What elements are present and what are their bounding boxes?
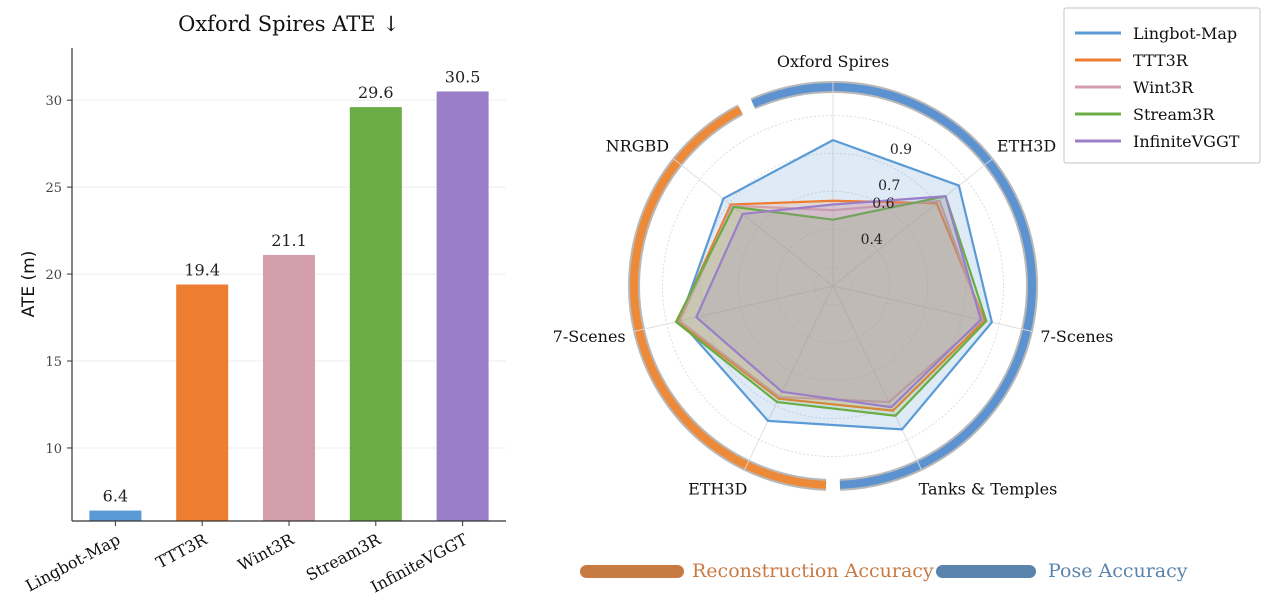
radar-axis-label: NRGBD (606, 137, 669, 156)
bar-y-axis-label: ATE (m) (19, 251, 39, 318)
radar-r-tick-label: 0.9 (890, 142, 912, 158)
radar-r-ticks: 0.4 0.6 0.7 0.9 (861, 142, 913, 248)
bar-stream3r (349, 107, 402, 521)
radar-r-tick-label: 0.4 (861, 232, 883, 248)
radar-spoke (832, 158, 993, 287)
group-legend: Reconstruction Accuracy Pose Accuracy (580, 560, 1188, 582)
bar-ttt3r (176, 284, 229, 521)
radar-chart: 0.4 0.6 0.7 0.9 Oxford Spires ETH3D 7-Scenes T… (553, 52, 1114, 499)
radar-axis-labels: Oxford Spires ETH3D 7-Scenes Tanks & Temple… (553, 52, 1114, 499)
bar-y-ticks: 10 15 20 25 30 (45, 94, 72, 457)
bar-y-tick-label: 20 (45, 268, 62, 283)
bar-value-label: 29.6 (358, 83, 394, 102)
bar-value-label: 19.4 (184, 261, 220, 280)
radar-spoke (832, 285, 922, 470)
bar-y-tick-label: 25 (45, 181, 62, 196)
radar-grid-circle (662, 115, 1004, 457)
radar-axis-label: Tanks & Temples (919, 480, 1058, 499)
series-legend: Lingbot-Map TTT3R Wint3R Stream3R InfiniteVG… (1063, 7, 1261, 164)
radar-axis-label: ETH3D (997, 137, 1056, 156)
bar-x-ticks: Lingbot-Map TTT3R Wint3R Stream3RInfiniteVG… (22, 521, 471, 597)
legend-label-stream3r: Stream3R (1133, 105, 1215, 124)
radar-spoke (744, 285, 834, 470)
radar-grid (634, 82, 1032, 470)
radar-series-ttt3r (676, 199, 986, 412)
legend-label-lingbot-map: Lingbot-Map (1133, 24, 1237, 43)
radar-grid-circle (775, 228, 891, 344)
radar-axis-label: Oxford Spires (777, 52, 889, 71)
bar-x-tick-label: Lingbot-Map (22, 530, 123, 596)
bar-y-tick-label: 30 (45, 94, 62, 109)
legend-label-infinitevggt: InfiniteVGGT (1133, 132, 1240, 151)
radar-series-infinitevggt (695, 195, 982, 409)
bar-x-tick-label: Wint3R (235, 529, 298, 575)
bar-wint3r (263, 254, 315, 521)
bar-x-tick-label: InfiniteVGGT (368, 530, 471, 597)
bar-y-tick-label: 10 (45, 442, 62, 457)
pose-legend-label: Pose Accuracy (1048, 560, 1188, 582)
legend-label-ttt3r: TTT3R (1133, 51, 1189, 70)
reconstruction-legend-swatch (580, 565, 684, 578)
radar-r-tick-label: 0.7 (878, 178, 900, 194)
radar-series (674, 139, 993, 431)
legend-label-wint3r: Wint3R (1133, 78, 1194, 97)
bar-series: 6.4 19.4 21.1 29.6 30.5 (89, 67, 489, 521)
bar-lingbot-map (89, 510, 142, 521)
reconstruction-legend-label: Reconstruction Accuracy (692, 560, 934, 582)
radar-axis-label: ETH3D (688, 480, 747, 499)
pose-ring (751, 83, 1036, 489)
bar-infinitevggt (436, 91, 489, 521)
radar-axis-label: 7-Scenes (1040, 327, 1113, 346)
bar-x-tick-label: TTT3R (153, 529, 211, 572)
radar-spoke (634, 285, 834, 332)
pose-legend-swatch (936, 565, 1036, 578)
bar-value-label: 6.4 (103, 487, 128, 506)
radar-spoke (673, 158, 834, 287)
bar-value-label: 21.1 (271, 231, 307, 250)
bar-y-tick-label: 15 (45, 355, 62, 370)
bar-chart-title: Oxford Spires ATE ↓ (178, 12, 400, 36)
bar-value-label: 30.5 (445, 67, 481, 86)
legend-frame (1063, 7, 1261, 164)
radar-spoke (832, 285, 1032, 332)
radar-r-tick-label: 0.6 (872, 196, 894, 212)
bar-chart: Oxford Spires ATE ↓ ATE (m) 10 15 20 25 30 6… (19, 12, 506, 596)
radar-axis-label: 7-Scenes (553, 327, 626, 346)
